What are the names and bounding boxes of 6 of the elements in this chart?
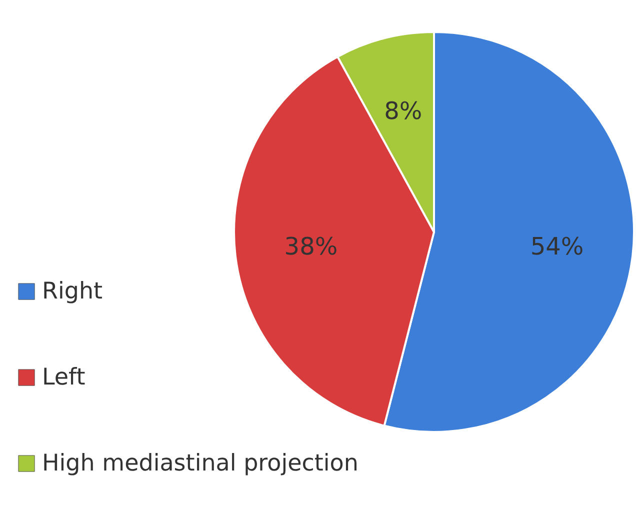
legend-label: Right	[42, 278, 103, 304]
data-label: 54%	[530, 232, 584, 261]
data-label: 38%	[284, 232, 338, 261]
legend-label: High mediastinal projection	[42, 450, 358, 476]
legend-label: Left	[42, 364, 86, 390]
data-label: 8%	[384, 96, 422, 125]
